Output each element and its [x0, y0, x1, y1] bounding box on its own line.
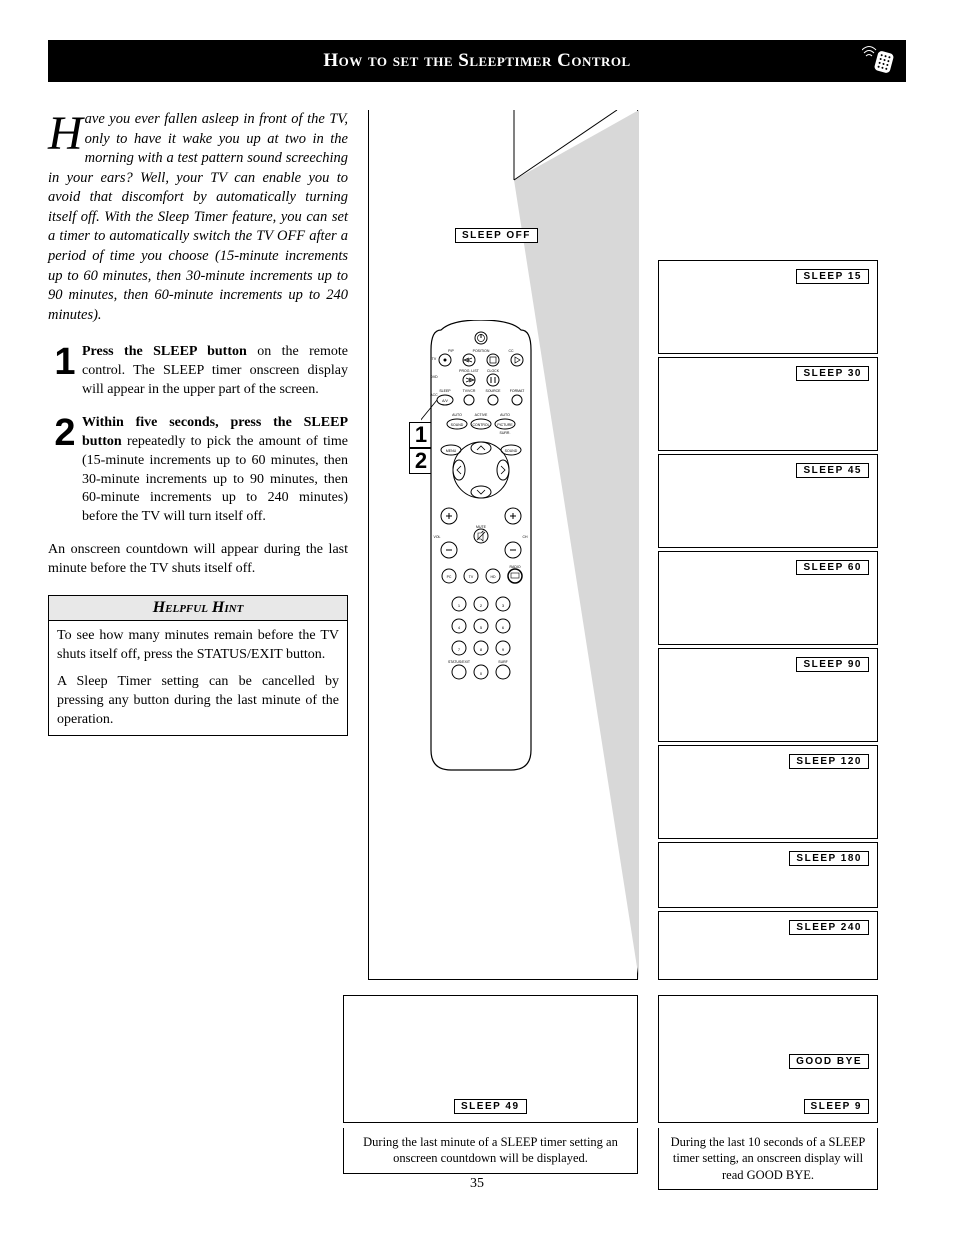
svg-text:CH: CH — [522, 535, 528, 539]
svg-text:PROG. LIST: PROG. LIST — [459, 369, 480, 373]
tv-sleep-90: SLEEP 90 — [658, 648, 878, 742]
hint-header: Helpful Hint — [49, 596, 347, 621]
left-column: H ave you ever fallen asleep in front of… — [48, 110, 348, 1170]
page-title: How to set the Sleeptimer Control — [323, 50, 630, 71]
step-1-number: 1 — [48, 343, 82, 400]
page-title-bar: How to set the Sleeptimer Control — [48, 40, 906, 82]
svg-text:DVD: DVD — [430, 375, 438, 379]
caption-right-box: During the last 10 seconds of a SLEEP ti… — [658, 1128, 878, 1190]
svg-text:ACC: ACC — [430, 393, 438, 397]
step-1-body: Press the SLEEP button on the remote con… — [82, 343, 348, 400]
tv-sleep-45: SLEEP 45 — [658, 454, 878, 548]
svg-text:SOURCE: SOURCE — [486, 389, 502, 393]
caption-right: During the last 10 seconds of a SLEEP ti… — [658, 1128, 878, 1190]
step-1-lead: Press the SLEEP button — [82, 344, 247, 359]
closing-paragraph: An onscreen countdown will appear during… — [48, 541, 348, 579]
tv-sleep-120: SLEEP 120 — [658, 745, 878, 839]
svg-text:SURR.: SURR. — [500, 431, 511, 435]
svg-text:TV/VCR: TV/VCR — [463, 389, 476, 393]
svg-text:TV: TV — [469, 575, 474, 579]
osd-sleep-240: SLEEP 240 — [789, 920, 869, 935]
osd-sleep-9: SLEEP 9 — [804, 1099, 869, 1114]
osd-sleep-60: SLEEP 60 — [796, 560, 869, 575]
osd-sleep-30: SLEEP 30 — [796, 366, 869, 381]
caption-left: During the last minute of a SLEEP timer … — [343, 1128, 638, 1174]
drop-cap: H — [48, 110, 85, 155]
osd-sleep-off: SLEEP OFF — [455, 228, 538, 243]
right-column: SLEEP OFF 1 2 PIP POSITION CC — [368, 110, 906, 1170]
hint-para-1: To see how many minutes remain before th… — [57, 627, 339, 665]
step-2-body: Within five seconds, press the SLEEP but… — [82, 414, 348, 527]
tv-sleep-49: SLEEP 49 — [343, 995, 638, 1123]
svg-text:FORMAT: FORMAT — [510, 389, 525, 393]
svg-text:AUTO: AUTO — [452, 413, 462, 417]
svg-text:VOL: VOL — [433, 535, 440, 539]
tv-sleep-180: SLEEP 180 — [658, 842, 878, 908]
svg-text:PICTURE: PICTURE — [497, 423, 513, 427]
remote-corner-icon — [862, 46, 896, 80]
svg-text:POSITION: POSITION — [473, 349, 490, 353]
svg-text:SOUND: SOUND — [451, 423, 464, 427]
tv-sleep-15: SLEEP 15 — [658, 260, 878, 354]
osd-sleep-90: SLEEP 90 — [796, 657, 869, 672]
tv-sleep-30: SLEEP 30 — [658, 357, 878, 451]
svg-text:MENU: MENU — [446, 449, 457, 453]
tv-goodbye: GOOD BYE SLEEP 9 — [658, 995, 878, 1123]
svg-text:ACTIVE: ACTIVE — [475, 413, 488, 417]
svg-text:AUTO: AUTO — [500, 413, 510, 417]
main-tv-screen: SLEEP OFF 1 2 PIP POSITION CC — [368, 110, 638, 980]
svg-text:CLOCK: CLOCK — [487, 369, 500, 373]
svg-text:CC: CC — [508, 349, 514, 353]
svg-text:STATUS/EXIT: STATUS/EXIT — [448, 660, 471, 664]
hint-para-2: A Sleep Timer setting can be cancelled b… — [57, 673, 339, 730]
svg-text:TV: TV — [432, 357, 437, 361]
helpful-hint-box: Helpful Hint To see how many minutes rem… — [48, 595, 348, 736]
osd-sleep-180: SLEEP 180 — [789, 851, 869, 866]
svg-text:SURF: SURF — [498, 660, 508, 664]
tv-sleep-60: SLEEP 60 — [658, 551, 878, 645]
step-2-number: 2 — [48, 414, 82, 527]
svg-text:MUTE: MUTE — [476, 525, 487, 529]
intro-paragraph: H ave you ever fallen asleep in front of… — [48, 110, 348, 325]
step-2-rest: repeatedly to pick the amount of time (1… — [82, 434, 348, 525]
svg-text:SOUND: SOUND — [505, 449, 518, 453]
diagram-area: SLEEP OFF 1 2 PIP POSITION CC — [368, 110, 906, 1170]
tv-sleep-240: SLEEP 240 — [658, 911, 878, 980]
osd-good-bye: GOOD BYE — [789, 1054, 869, 1069]
svg-text:PIP: PIP — [448, 349, 454, 353]
svg-text:SLEEP: SLEEP — [439, 389, 451, 393]
osd-sleep-45: SLEEP 45 — [796, 463, 869, 478]
osd-sleep-15: SLEEP 15 — [796, 269, 869, 284]
intro-text: ave you ever fallen asleep in front of t… — [48, 111, 348, 323]
svg-text:A/V: A/V — [442, 399, 448, 403]
step-1: 1 Press the SLEEP button on the remote c… — [48, 343, 348, 400]
caption-left-box: During the last minute of a SLEEP timer … — [343, 1128, 638, 1174]
remote-control-illustration: PIP POSITION CC TV DVD ACC PROG. LIST — [421, 320, 541, 770]
osd-sleep-120: SLEEP 120 — [789, 754, 869, 769]
svg-text:CONTROL: CONTROL — [472, 423, 489, 427]
osd-sleep-49: SLEEP 49 — [454, 1099, 527, 1114]
svg-text:HD: HD — [490, 575, 496, 579]
step-2: 2 Within five seconds, press the SLEEP b… — [48, 414, 348, 527]
hint-body: To see how many minutes remain before th… — [49, 621, 347, 735]
svg-text:PC: PC — [447, 575, 452, 579]
